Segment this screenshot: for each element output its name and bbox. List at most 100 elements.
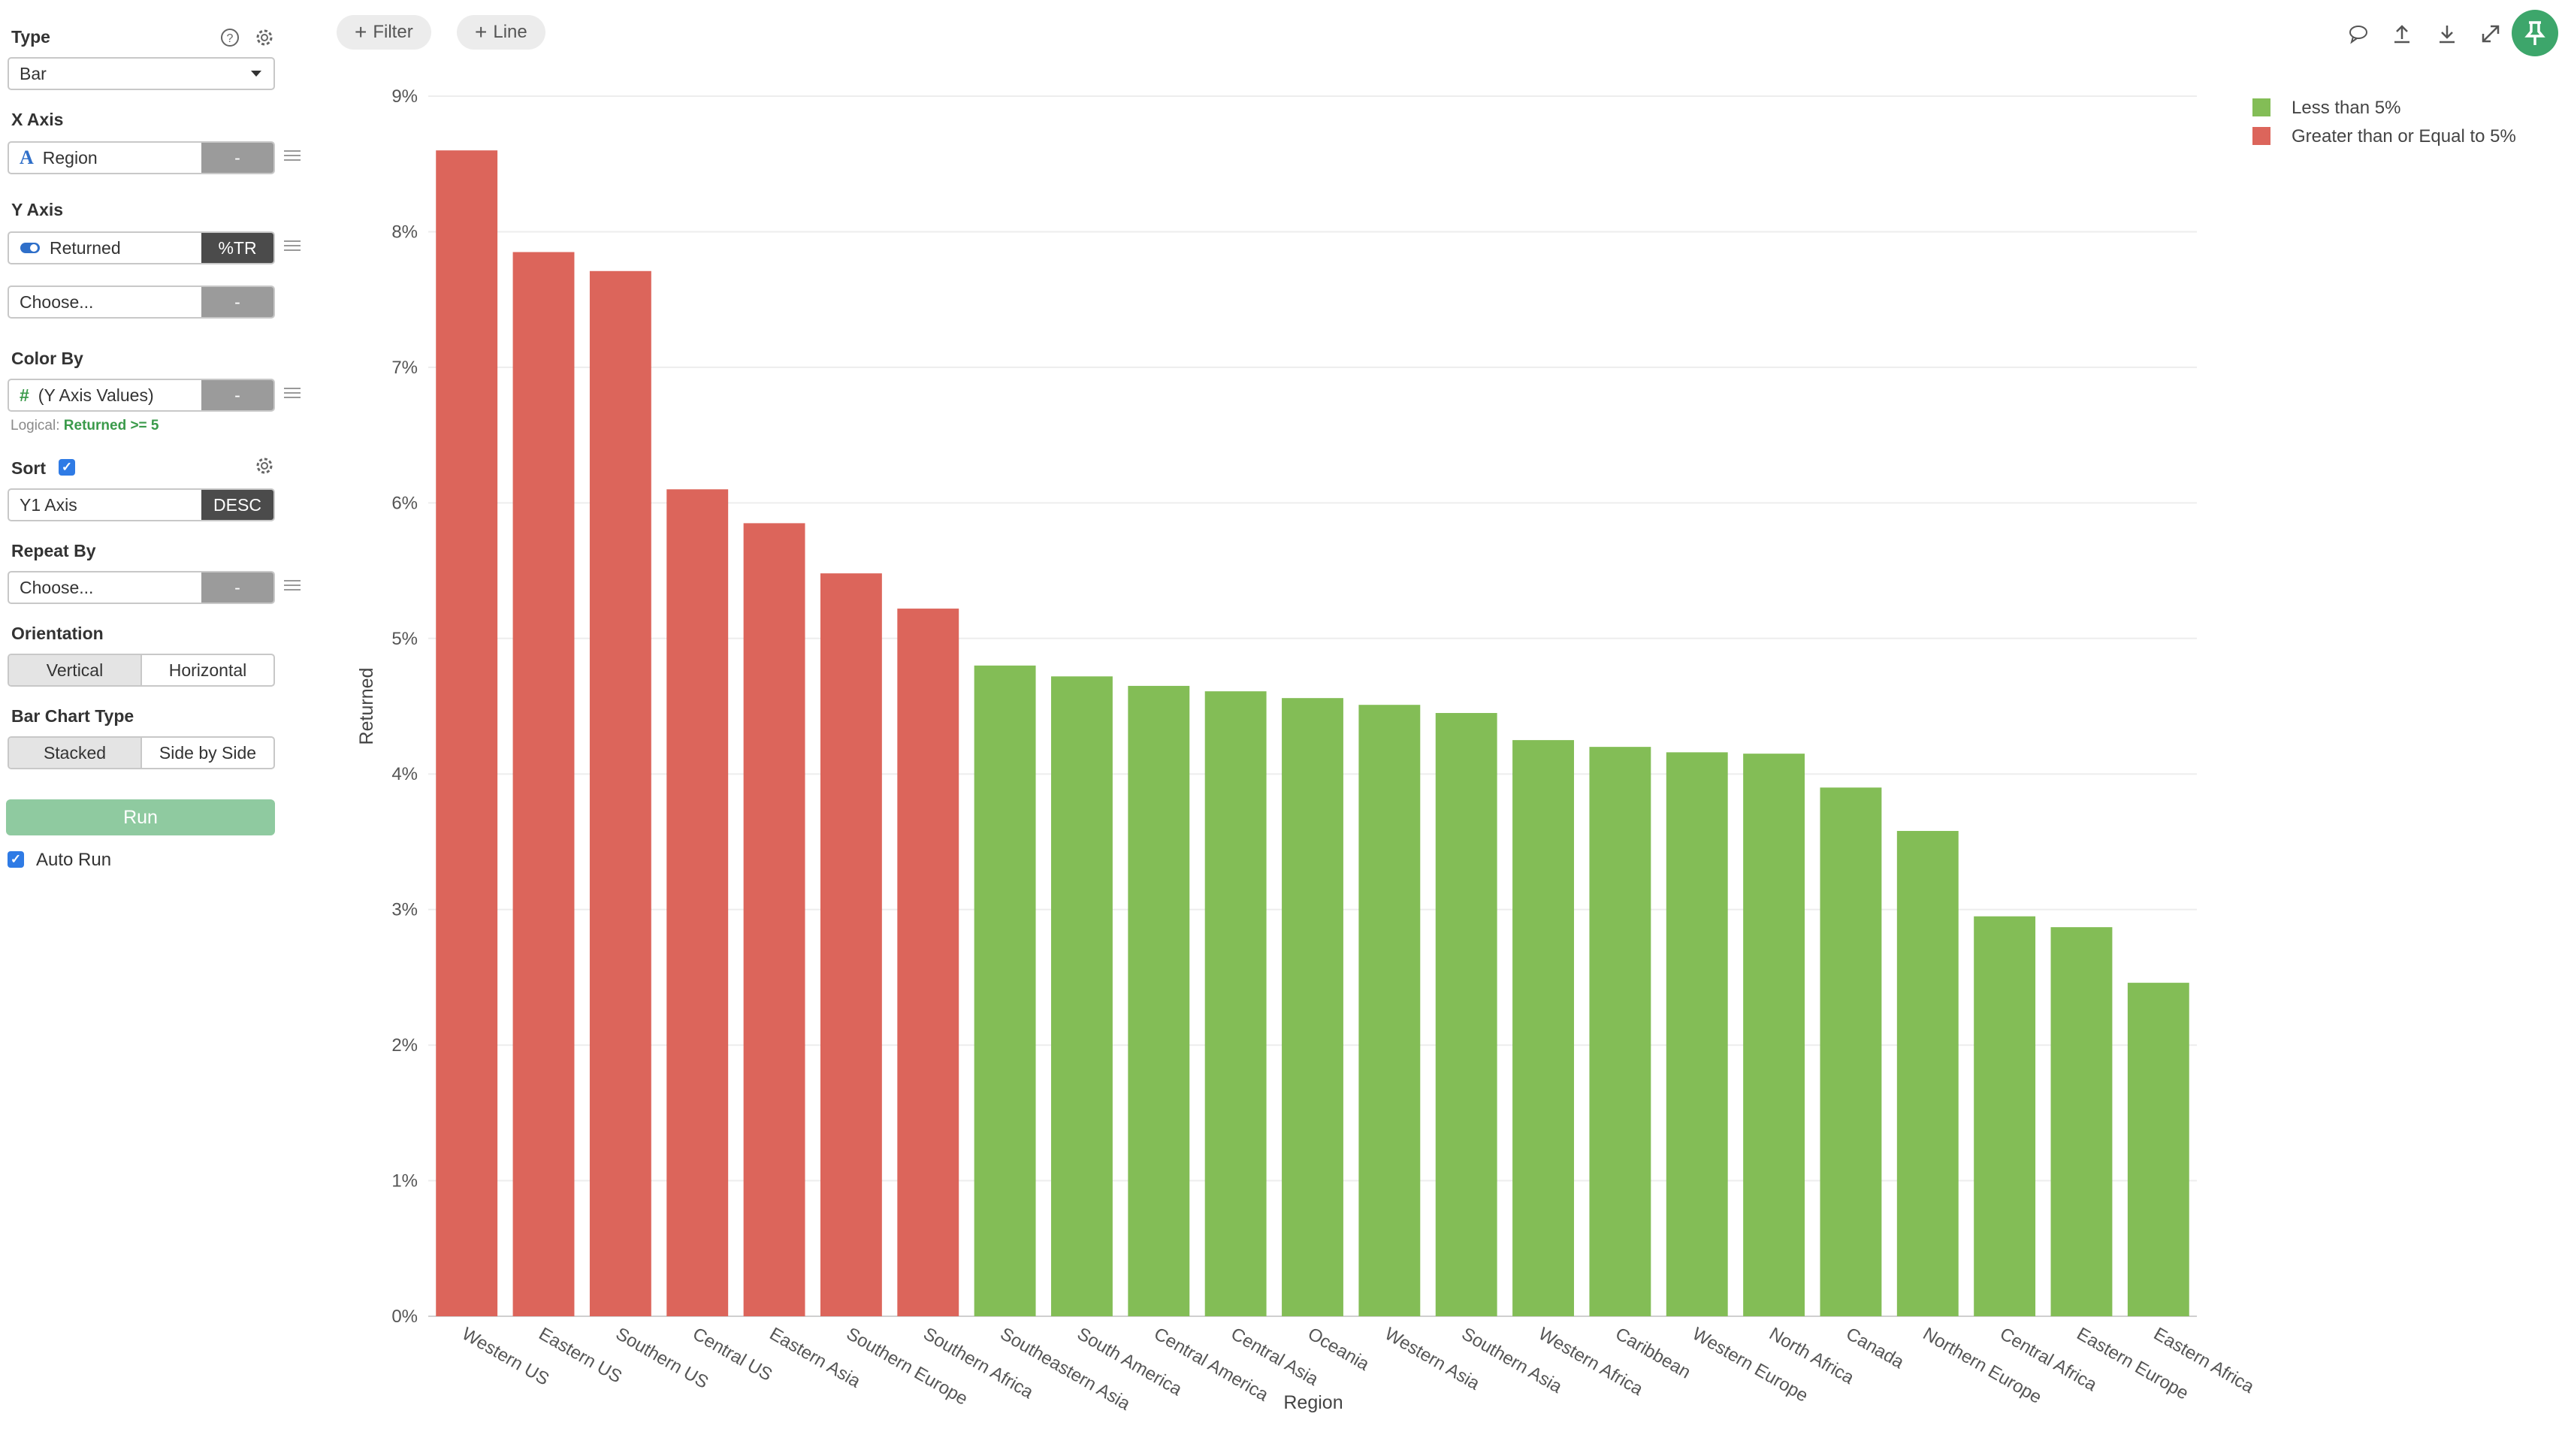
- x-axis-label: X Axis: [11, 110, 64, 129]
- color-by-logical: Logical: Returned >= 5: [11, 418, 159, 434]
- orientation-toggle: Vertical Horizontal: [8, 654, 275, 687]
- y-tick-label: 9%: [391, 86, 418, 107]
- sort-direction-button[interactable]: DESC: [201, 490, 273, 520]
- y-tick-label: 0%: [391, 1306, 418, 1327]
- type-select-value: Bar: [20, 63, 47, 83]
- legend-label: Less than 5%: [2292, 98, 2400, 118]
- sort-value: Y1 Axis: [20, 494, 77, 515]
- x-axis-field[interactable]: A Region -: [8, 141, 275, 174]
- help-icon[interactable]: ?: [219, 27, 240, 48]
- orientation-vertical[interactable]: Vertical: [9, 655, 142, 685]
- y-axis-second-button[interactable]: -: [201, 287, 273, 317]
- bar-type-side-by-side[interactable]: Side by Side: [159, 742, 257, 763]
- bar[interactable]: [820, 573, 882, 1316]
- x-tick-label: Canada: [1842, 1324, 1908, 1373]
- y-axis-menu-icon[interactable]: [284, 237, 301, 254]
- bar[interactable]: [1974, 916, 2036, 1316]
- sort-checkbox[interactable]: ✓: [59, 459, 75, 476]
- filter-label: Filter: [373, 22, 413, 42]
- bar[interactable]: [1896, 831, 1959, 1316]
- bar[interactable]: [1820, 787, 1882, 1316]
- x-axis-title: Region: [1283, 1392, 1343, 1413]
- x-tick-label: Southeastern Asia: [997, 1324, 1134, 1415]
- bar[interactable]: [1743, 754, 1805, 1316]
- sort-label: Sort: [11, 458, 46, 478]
- legend-swatch: [2252, 127, 2270, 145]
- x-tick-label: Western US: [458, 1324, 552, 1390]
- bar[interactable]: [1666, 752, 1728, 1316]
- repeat-by-field[interactable]: Choose... -: [8, 571, 275, 604]
- bar[interactable]: [1435, 713, 1497, 1316]
- auto-run-label: Auto Run: [36, 850, 112, 870]
- y-axis-label: Y Axis: [11, 200, 64, 219]
- y-axis-aggregation-button[interactable]: %TR: [201, 233, 273, 263]
- bar[interactable]: [1358, 705, 1421, 1316]
- bar[interactable]: [2127, 983, 2189, 1316]
- bar[interactable]: [436, 150, 498, 1317]
- y-axis-field[interactable]: Returned %TR: [8, 231, 275, 264]
- plus-icon: +: [355, 20, 367, 44]
- expand-icon[interactable]: [2479, 23, 2502, 45]
- chevron-down-icon: [251, 71, 261, 77]
- settings-sidebar: Type ? Bar X Axis A Region - Y Axis Retur…: [0, 0, 301, 1456]
- logical-value[interactable]: Returned >= 5: [63, 418, 159, 433]
- upload-icon[interactable]: [2391, 23, 2413, 45]
- plus-icon: +: [475, 20, 488, 44]
- x-axis-menu-icon[interactable]: [284, 147, 301, 164]
- bar[interactable]: [589, 270, 651, 1317]
- bar[interactable]: [1128, 685, 1190, 1316]
- repeat-by-button[interactable]: -: [201, 572, 273, 603]
- sort-field[interactable]: Y1 Axis DESC: [8, 488, 275, 521]
- bar[interactable]: [1589, 747, 1651, 1316]
- bar-type-stacked[interactable]: Stacked: [9, 738, 142, 768]
- line-label: Line: [493, 22, 527, 42]
- color-by-button[interactable]: -: [201, 380, 273, 410]
- add-line-button[interactable]: + Line: [457, 15, 545, 50]
- y-tick-label: 1%: [391, 1171, 418, 1192]
- bar[interactable]: [743, 523, 805, 1316]
- y-tick-label: 4%: [391, 764, 418, 784]
- bar[interactable]: [1204, 691, 1267, 1316]
- bar-chart-type-toggle: Stacked Side by Side: [8, 736, 275, 769]
- bar[interactable]: [512, 252, 575, 1316]
- legend-swatch: [2252, 98, 2270, 116]
- y-tick-label: 2%: [391, 1035, 418, 1056]
- logical-type-icon: [20, 243, 40, 253]
- color-by-label: Color By: [11, 349, 83, 368]
- repeat-by-label: Repeat By: [11, 541, 96, 560]
- y-tick-label: 5%: [391, 629, 418, 649]
- bar[interactable]: [1282, 698, 1343, 1316]
- orientation-horizontal[interactable]: Horizontal: [168, 660, 247, 680]
- run-button[interactable]: Run: [6, 799, 275, 835]
- download-icon[interactable]: [2436, 23, 2458, 45]
- bar[interactable]: [897, 609, 959, 1316]
- sort-settings-gear-icon[interactable]: [254, 455, 275, 476]
- type-select[interactable]: Bar: [8, 57, 275, 90]
- x-axis-aggregation-button[interactable]: -: [201, 143, 273, 173]
- number-type-icon: #: [20, 385, 29, 405]
- y-tick-label: 8%: [391, 222, 418, 242]
- comment-icon[interactable]: [2347, 23, 2370, 45]
- type-label: Type: [11, 27, 50, 47]
- svg-text:?: ?: [227, 32, 234, 45]
- bar[interactable]: [2050, 927, 2113, 1316]
- bar[interactable]: [666, 489, 729, 1317]
- color-by-field[interactable]: # (Y Axis Values) -: [8, 379, 275, 412]
- pin-icon[interactable]: [2511, 9, 2559, 57]
- x-axis-value: Region: [42, 147, 98, 168]
- repeat-by-menu-icon[interactable]: [284, 577, 301, 594]
- bar[interactable]: [974, 665, 1036, 1316]
- auto-run-checkbox[interactable]: ✓: [8, 851, 24, 868]
- bar-chart-type-label: Bar Chart Type: [11, 706, 134, 726]
- text-type-icon: A: [20, 147, 34, 168]
- y-axis-title: Returned: [356, 668, 377, 745]
- type-settings-gear-icon[interactable]: [254, 27, 275, 48]
- bar[interactable]: [1051, 676, 1113, 1316]
- add-filter-button[interactable]: + Filter: [337, 15, 431, 50]
- bar[interactable]: [1512, 740, 1574, 1316]
- color-by-menu-icon[interactable]: [284, 385, 301, 401]
- y-axis-second-field[interactable]: Choose... -: [8, 285, 275, 319]
- repeat-by-value: Choose...: [20, 577, 94, 597]
- color-by-value: (Y Axis Values): [38, 385, 154, 405]
